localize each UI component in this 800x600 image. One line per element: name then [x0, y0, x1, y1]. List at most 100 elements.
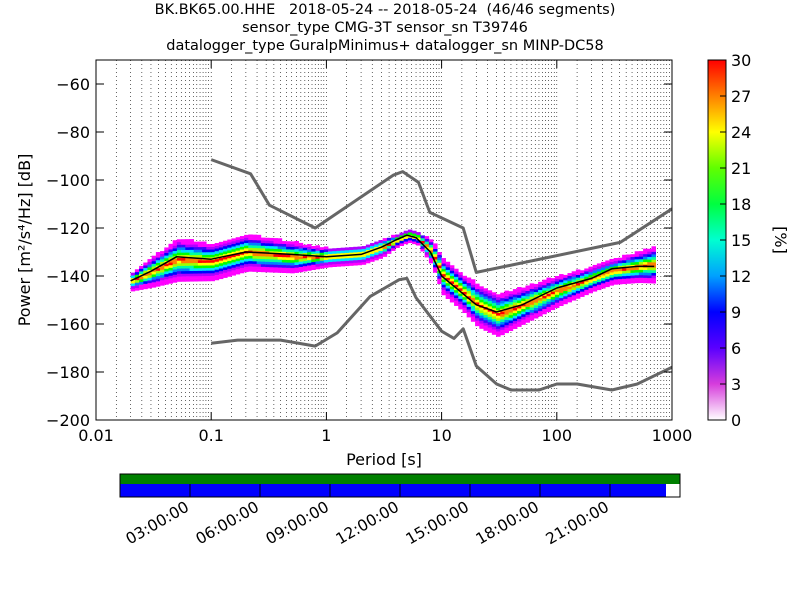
density-cell: [172, 271, 178, 275]
density-cell: [529, 315, 535, 318]
density-cell: [273, 246, 278, 249]
density-cell: [155, 267, 161, 271]
density-cell: [273, 251, 278, 255]
density-cell: [424, 238, 430, 242]
density-cell: [202, 275, 207, 279]
y-tick-label: −60: [56, 75, 90, 94]
density-cell: [218, 249, 224, 253]
density-cell: [210, 278, 215, 282]
density-cell: [571, 273, 577, 277]
density-cell: [151, 263, 157, 267]
density-cell: [168, 280, 173, 284]
density-cell: [496, 325, 501, 329]
density-cell: [307, 265, 312, 269]
density-cell: [546, 285, 551, 289]
density-cell: [391, 237, 396, 241]
density-cell: [424, 241, 430, 245]
density-cell: [483, 293, 488, 297]
density-cell: [500, 326, 505, 330]
density-cell: [256, 237, 262, 241]
density-cell: [172, 263, 178, 267]
density-cell: [462, 283, 467, 287]
density-cell: [155, 252, 161, 255]
density-cell: [567, 299, 572, 303]
density-cell: [554, 278, 560, 282]
density-cell: [433, 248, 438, 252]
density-cell: [609, 274, 614, 278]
density-cell: [487, 319, 493, 323]
density-cell: [584, 289, 589, 293]
density-cell: [643, 275, 648, 278]
density-cell: [559, 287, 564, 291]
density-cell: [437, 267, 442, 271]
density-cell: [638, 251, 644, 255]
density-cell: [542, 300, 547, 304]
density-cell: [601, 272, 606, 276]
density-cell: [567, 288, 572, 292]
density-cell: [571, 297, 577, 301]
density-cell: [223, 251, 228, 255]
density-cell: [580, 270, 585, 274]
density-cell: [651, 256, 656, 260]
density-cell: [391, 245, 396, 249]
density-cell: [307, 259, 312, 263]
density-cell: [172, 258, 178, 262]
density-cell: [353, 254, 358, 258]
density-cell: [277, 267, 283, 271]
density-cell: [302, 268, 308, 272]
density-cell: [470, 310, 476, 314]
density-cell: [189, 273, 194, 277]
density-cell: [168, 264, 173, 268]
density-cell: [361, 248, 367, 252]
density-cell: [483, 296, 488, 300]
density-cell: [244, 269, 249, 273]
density-cell: [160, 253, 165, 257]
density-cell: [265, 245, 270, 249]
low-noise-model-line: [211, 276, 672, 392]
density-cell: [181, 273, 186, 277]
density-cell: [575, 295, 581, 299]
density-cell: [130, 280, 136, 284]
density-cell: [504, 290, 509, 294]
density-cell: [622, 265, 627, 269]
density-cell: [370, 253, 375, 257]
density-cell: [256, 240, 262, 243]
density-cell: [462, 286, 467, 290]
density-cell: [160, 259, 165, 262]
density-cell: [529, 307, 535, 311]
density-cell: [130, 283, 136, 287]
density-cell: [475, 312, 480, 316]
density-cell: [483, 319, 488, 323]
density-cell: [235, 271, 241, 275]
density-cell: [202, 267, 207, 271]
density-cell: [634, 267, 640, 270]
density-cell: [508, 317, 514, 321]
density-cell: [164, 252, 169, 256]
density-cell: [596, 263, 602, 267]
density-cell: [466, 314, 472, 318]
density-cell: [185, 249, 190, 253]
density-cell: [210, 262, 215, 266]
density-cell: [458, 274, 463, 278]
density-cell: [454, 276, 459, 280]
density-cell: [533, 299, 539, 303]
density-cell: [332, 258, 337, 262]
density-cell: [470, 295, 476, 299]
density-cell: [462, 278, 467, 282]
density-cell: [512, 307, 518, 311]
density-cell: [626, 262, 631, 266]
colorbar-tick-label: 15: [731, 231, 751, 250]
density-cell: [214, 248, 220, 252]
density-cell: [172, 245, 178, 249]
density-cell: [223, 253, 228, 257]
density-cell: [248, 239, 253, 243]
density-cell: [252, 255, 257, 259]
density-cell: [491, 292, 497, 296]
density-cell: [336, 258, 341, 262]
density-cell: [613, 273, 619, 277]
density-cell: [508, 320, 514, 324]
density-cell: [197, 260, 203, 263]
density-cell: [462, 302, 467, 306]
density-cell: [542, 279, 547, 283]
density-cell: [508, 296, 514, 300]
